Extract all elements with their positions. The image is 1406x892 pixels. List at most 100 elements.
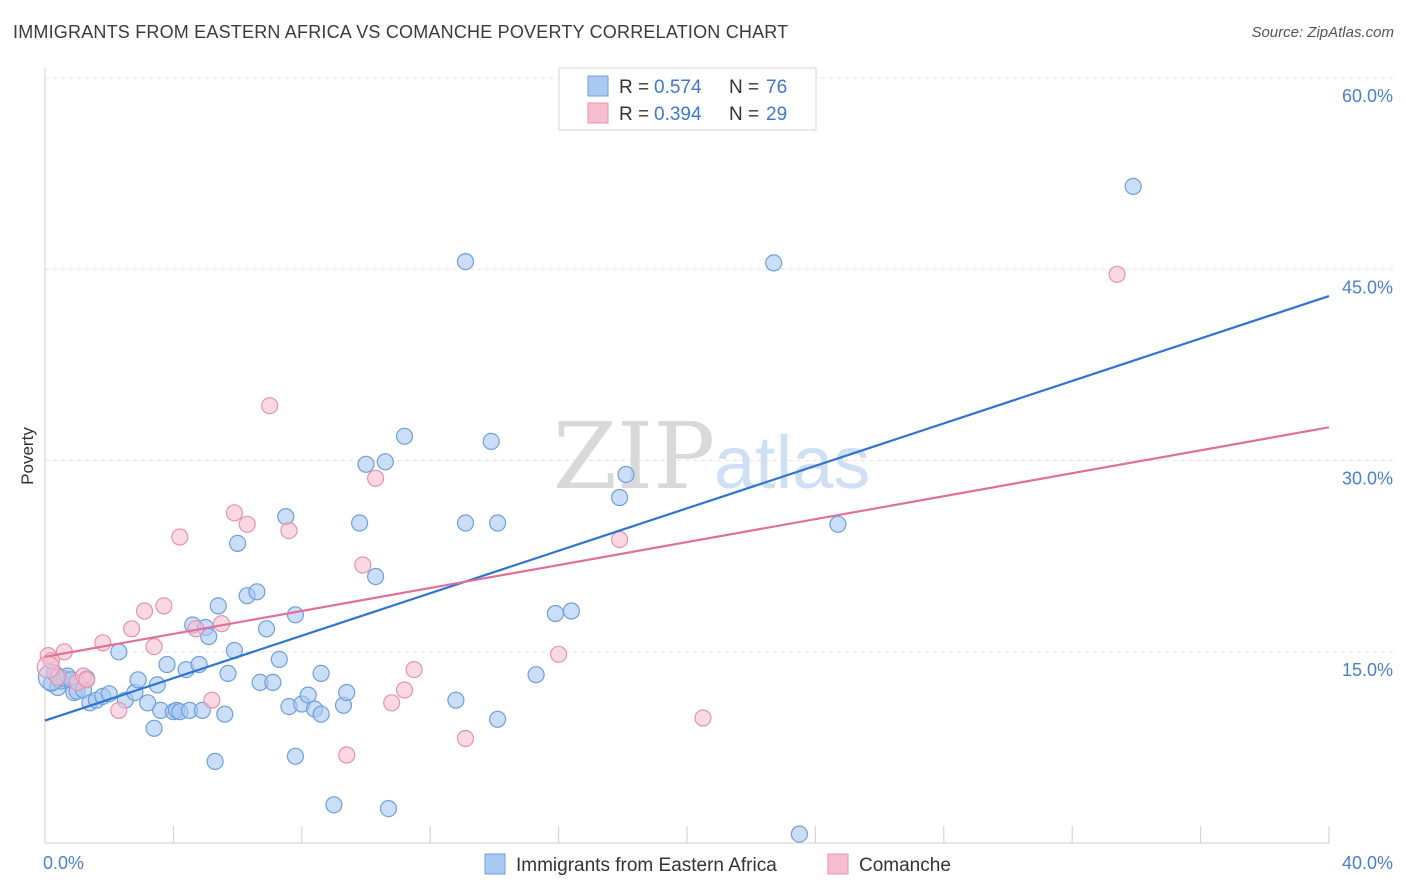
point-eastern-africa-36	[216, 705, 234, 723]
point-eastern-africa-73	[610, 488, 629, 507]
point-comanche-19	[280, 521, 298, 540]
point-comanche-6	[78, 671, 96, 689]
y-tick-label-3: 60.0%	[1342, 86, 1393, 106]
point-eastern-africa-68	[489, 514, 507, 532]
legend-swatch-pink	[587, 102, 609, 124]
y-tick-labels: 15.0% 30.0% 45.0% 60.0%	[1342, 86, 1393, 680]
point-comanche-9	[123, 620, 141, 638]
point-eastern-africa-43	[257, 620, 276, 638]
point-eastern-africa-67	[482, 432, 500, 450]
point-comanche-27	[456, 729, 475, 748]
point-comanche-12	[155, 597, 173, 615]
point-eastern-africa-19	[139, 694, 157, 712]
point-comanche-26	[405, 660, 423, 679]
axes	[44, 68, 1330, 844]
point-eastern-africa-58	[351, 514, 369, 532]
watermark: ZIP atlas	[553, 403, 870, 510]
legend-n-value-pink: 29	[766, 104, 787, 125]
point-eastern-africa-37	[219, 664, 237, 683]
bottom-legend-swatch-pink	[827, 853, 849, 875]
y-tick-label-1: 30.0%	[1342, 469, 1393, 489]
point-eastern-africa-39	[229, 534, 247, 553]
legend-r-value-pink: 0.394	[654, 104, 702, 125]
point-eastern-africa-34	[206, 752, 224, 771]
chart-title: IMMIGRANTS FROM EASTERN AFRICA VS COMANC…	[13, 22, 789, 42]
grid-lines	[45, 77, 1395, 653]
series-legend: Immigrants from Eastern Africa Comanche	[484, 853, 951, 876]
trend-line-comanche	[44, 426, 1330, 658]
point-eastern-africa-44	[264, 673, 282, 692]
point-comanche-20	[261, 397, 279, 415]
y-tick-label-0: 15.0%	[1342, 660, 1393, 680]
point-eastern-africa-53	[312, 705, 330, 723]
legend-r-value-blue: 0.574	[654, 77, 702, 98]
y-axis-label: Poverty	[18, 427, 37, 485]
point-eastern-africa-70	[527, 666, 545, 684]
point-eastern-africa-20	[145, 719, 163, 737]
series-comanche	[36, 265, 1126, 764]
point-comanche-18	[238, 515, 256, 533]
bottom-legend-label-blue: Immigrants from Eastern Africa	[516, 855, 777, 876]
stats-legend: R = 0.574 N = 76 R = 0.394 N = 29	[558, 67, 817, 131]
point-comanche-11	[145, 637, 163, 656]
point-comanche-17	[225, 504, 243, 522]
point-comanche-10	[135, 602, 154, 620]
point-comanche-21	[338, 746, 356, 764]
point-eastern-africa-60	[367, 567, 385, 586]
point-eastern-africa-15	[110, 643, 128, 661]
point-eastern-africa-55	[325, 796, 343, 814]
legend-r-label-blue: R =	[619, 77, 649, 98]
point-comanche-8	[110, 701, 128, 720]
legend-swatch-blue	[587, 75, 609, 97]
point-eastern-africa-72	[562, 602, 581, 620]
point-eastern-africa-71	[546, 604, 565, 623]
legend-n-value-blue: 76	[766, 77, 787, 98]
point-eastern-africa-76	[790, 825, 809, 843]
x-tick-label-1: 40.0%	[1342, 853, 1393, 873]
point-comanche-2	[49, 668, 67, 686]
point-comanche-29	[610, 530, 629, 549]
x-tick-labels: 0.0% 40.0%	[43, 853, 1393, 873]
chart-source: Source: ZipAtlas.com	[1251, 24, 1394, 41]
point-eastern-africa-21	[148, 676, 166, 694]
point-eastern-africa-18	[129, 671, 147, 689]
point-eastern-africa-61	[376, 453, 394, 471]
point-comanche-15	[203, 691, 221, 709]
point-eastern-africa-41	[248, 583, 266, 601]
point-eastern-africa-78	[1124, 177, 1142, 195]
series-immigrants-eastern-africa	[37, 177, 1142, 843]
trend-line-eastern-africa	[44, 294, 1330, 722]
point-eastern-africa-49	[286, 747, 304, 765]
point-eastern-africa-46	[277, 507, 295, 526]
point-comanche-13	[171, 528, 189, 546]
point-comanche-cluster	[36, 655, 60, 679]
point-eastern-africa-54	[312, 664, 330, 683]
point-eastern-africa-45	[270, 650, 288, 669]
point-eastern-africa-75	[765, 254, 783, 272]
point-eastern-africa-66	[456, 514, 475, 532]
point-eastern-africa-62	[379, 799, 398, 818]
point-eastern-africa-69	[489, 710, 507, 728]
point-eastern-africa-65	[456, 253, 475, 271]
point-comanche-31	[1108, 265, 1126, 283]
point-eastern-africa-48	[286, 606, 304, 624]
point-eastern-africa-35	[209, 597, 227, 615]
legend-n-label-blue: N =	[729, 77, 759, 98]
watermark-zip: ZIP	[553, 403, 715, 510]
point-eastern-africa-74	[617, 465, 635, 484]
point-eastern-africa-23	[158, 655, 176, 674]
point-comanche-23	[367, 469, 385, 487]
point-comanche-30	[694, 709, 712, 727]
bottom-legend-label-pink: Comanche	[859, 855, 951, 876]
point-eastern-africa-51	[299, 686, 317, 704]
point-eastern-africa-57	[338, 683, 356, 702]
point-eastern-africa-63	[395, 427, 414, 445]
legend-r-label-pink: R =	[619, 104, 649, 125]
point-comanche-22	[354, 556, 372, 574]
point-eastern-africa-59	[357, 455, 375, 473]
point-eastern-africa-64	[447, 691, 465, 709]
point-comanche-25	[395, 681, 414, 699]
point-comanche-28	[549, 645, 568, 663]
point-eastern-africa-77	[829, 515, 847, 533]
